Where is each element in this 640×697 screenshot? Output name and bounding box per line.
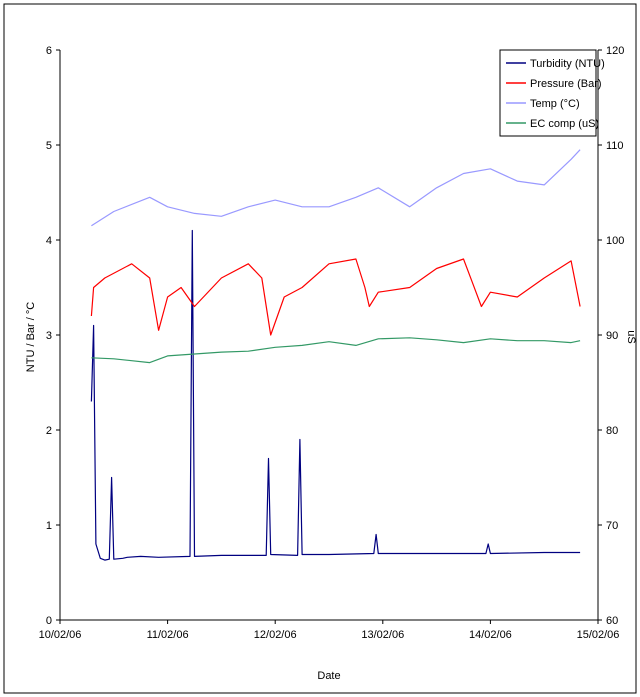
legend: Turbidity (NTU) Pressure (Bar) Temp (°C) EC… (499, 49, 605, 137)
series-layer (90, 149, 581, 561)
x-tick-label: 10/02/06 (39, 629, 82, 641)
x-tick-label: 13/02/06 (361, 629, 404, 641)
legend-label: EC comp (uS) (530, 118, 599, 130)
x-axis-title: Date (317, 670, 340, 682)
legend-label: Pressure (Bar) (530, 78, 602, 90)
right-tick-label: 120 (606, 45, 624, 57)
x-tick-label: 15/02/06 (577, 629, 620, 641)
left-tick-label: 1 (46, 520, 52, 532)
right-tick-label: 90 (606, 330, 618, 342)
left-tick-label: 5 (46, 140, 52, 152)
x-tick-label: 14/02/06 (469, 629, 512, 641)
left-tick-label: 6 (46, 45, 52, 57)
series-line-2 (90, 258, 581, 336)
left-tick-label: 2 (46, 425, 52, 437)
legend-box (499, 49, 597, 137)
right-tick-label: 60 (606, 615, 618, 627)
legend-label: Temp (°C) (530, 98, 580, 110)
left-tick-label: 4 (46, 235, 52, 247)
left-tick-label: 0 (46, 615, 52, 627)
series-line-3 (91, 149, 581, 227)
right-axis-title: uS (625, 330, 637, 343)
left-tick-label: 3 (46, 330, 52, 342)
right-tick-label: 110 (606, 140, 624, 152)
right-tick-label: 100 (606, 235, 624, 247)
series-line-4 (91, 337, 581, 364)
axes: 0 1 2 3 4 5 6 60 70 80 90 100 110 120 10/02/06 11/02/06… (39, 45, 625, 641)
x-tick-label: 11/02/06 (147, 629, 189, 641)
right-tick-label: 70 (606, 520, 618, 532)
x-tick-label: 12/02/06 (254, 629, 297, 641)
right-tick-label: 80 (606, 425, 618, 437)
legend-label: Turbidity (NTU) (530, 58, 605, 70)
left-axis-title: NTU / Bar / °C (25, 302, 37, 372)
series-line-1 (90, 229, 581, 561)
